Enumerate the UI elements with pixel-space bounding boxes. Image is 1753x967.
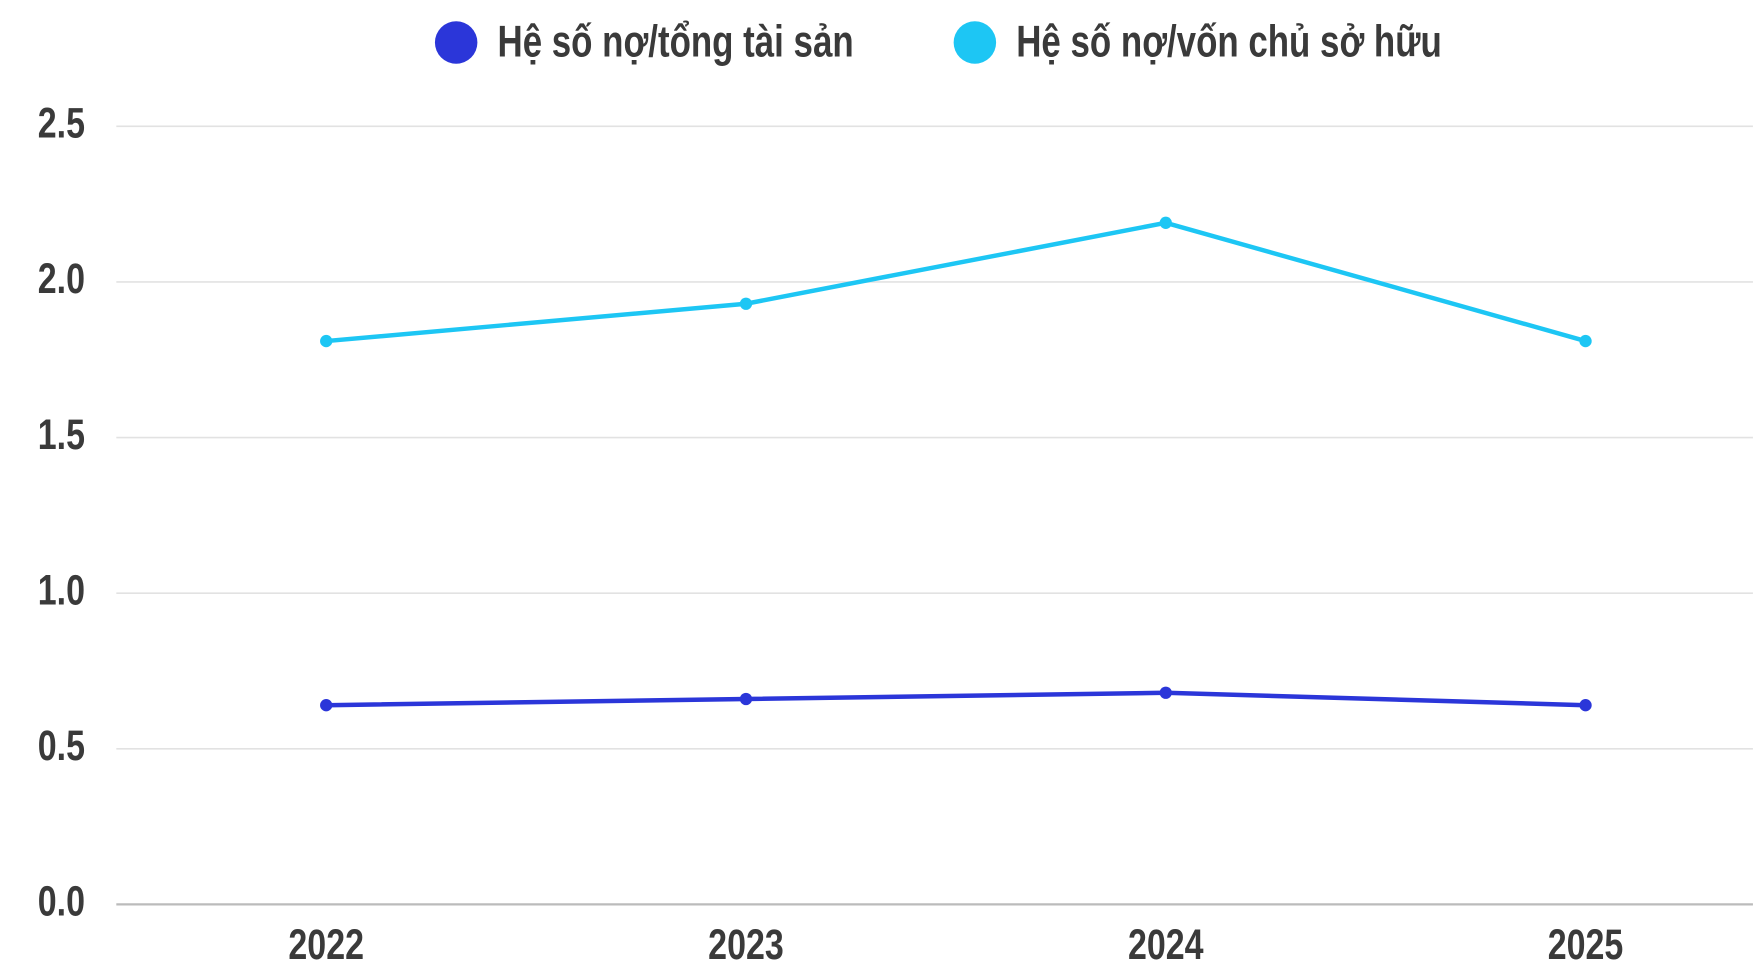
y-tick-label: 1.0 [38, 567, 85, 614]
series-line [326, 220, 1587, 344]
point [320, 699, 333, 712]
x-tick-label: 2025 [1548, 922, 1624, 967]
point [1159, 216, 1172, 229]
series-line [326, 690, 1586, 708]
point [739, 692, 753, 706]
point [739, 297, 753, 310]
x-tick-label: 2023 [708, 922, 784, 967]
point [320, 334, 333, 348]
legend-label: Hệ số nợ/vốn chủ sở hữu [1016, 18, 1442, 67]
point [1579, 334, 1592, 348]
legend-swatch [434, 21, 478, 64]
y-tick-label: 2.5 [38, 100, 85, 147]
point [1579, 699, 1592, 712]
legend-label: Hệ số nợ/tổng tài sản [498, 18, 854, 67]
y-tick-label: 1.5 [38, 411, 85, 458]
x-tick-label: 2022 [288, 922, 364, 967]
y-tick-label: 0.5 [38, 722, 85, 769]
y-tick-label: 2.0 [38, 256, 85, 303]
legend-swatch [953, 21, 997, 64]
y-tick-label: 0.0 [38, 878, 85, 925]
x-tick-label: 2024 [1128, 922, 1204, 967]
point [1159, 686, 1172, 699]
